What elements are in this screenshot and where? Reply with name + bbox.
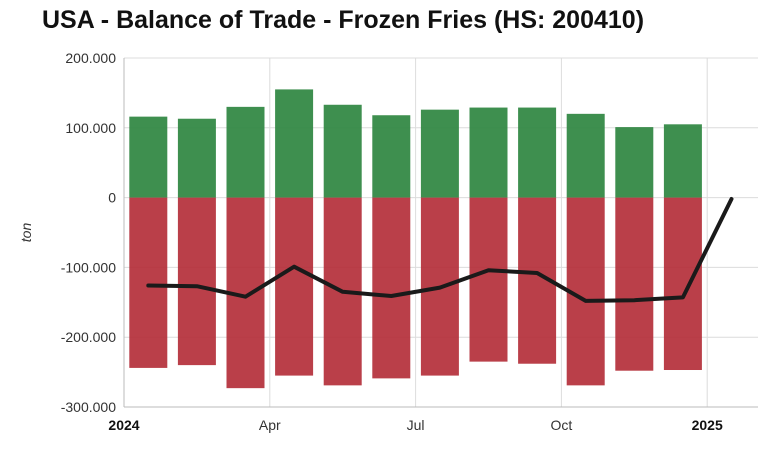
x-tick-label: Jul — [407, 417, 425, 433]
y-axis-label: ton — [18, 223, 34, 243]
balance-line-group — [146, 197, 734, 303]
y-tick-label: -200.000 — [61, 329, 116, 345]
y-tick-label: -100.000 — [61, 259, 116, 275]
export-bar — [469, 107, 508, 198]
export-bar — [566, 113, 605, 198]
import-bar — [275, 197, 314, 376]
export-bar — [372, 115, 411, 198]
import-bar — [663, 197, 702, 371]
y-tick-label: 100.000 — [65, 120, 116, 136]
export-bars — [129, 89, 702, 198]
y-tick-labels: 200.000 100.000 0 -100.000 -200.000 -300.000 — [61, 50, 116, 415]
export-bar — [226, 106, 265, 198]
y-tick-label: -300.000 — [61, 399, 116, 415]
export-bar — [323, 104, 362, 198]
y-tick-label: 0 — [108, 190, 116, 206]
export-bar — [518, 107, 557, 198]
x-tick-label: 2025 — [692, 417, 723, 433]
balance-line — [146, 197, 734, 303]
axes — [123, 58, 758, 408]
import-bar — [129, 197, 168, 368]
import-bar — [615, 197, 654, 371]
export-bar — [275, 89, 314, 198]
x-tick-labels: 2024 Apr Jul Oct 2025 — [108, 417, 723, 433]
chart-title: USA - Balance of Trade - Frozen Fries (H… — [42, 6, 645, 34]
import-bar — [177, 197, 216, 366]
import-bar — [372, 197, 411, 379]
import-bars — [129, 197, 702, 389]
import-bar — [469, 197, 508, 362]
x-tick-label: Oct — [551, 417, 573, 433]
export-bar — [420, 109, 459, 198]
y-tick-label: 200.000 — [65, 50, 116, 66]
export-bar — [615, 127, 654, 198]
x-tick-label: Apr — [259, 417, 281, 433]
export-bar — [663, 124, 702, 198]
x-tick-label: 2024 — [108, 417, 139, 433]
export-bar — [177, 118, 216, 198]
export-bar — [129, 116, 168, 198]
